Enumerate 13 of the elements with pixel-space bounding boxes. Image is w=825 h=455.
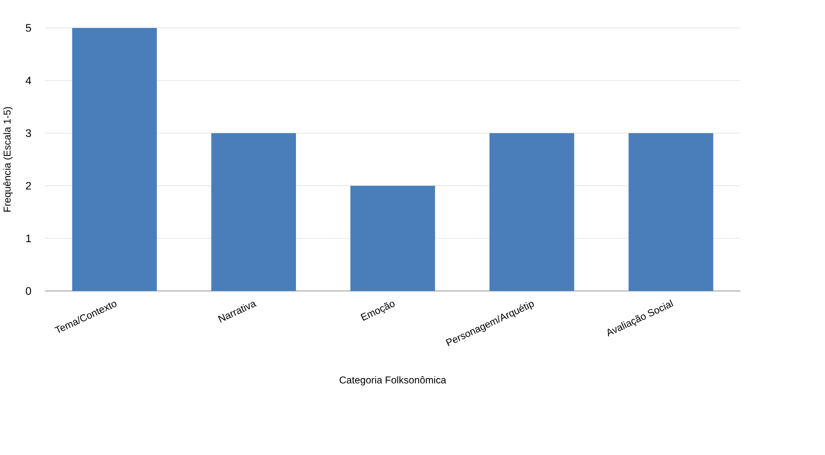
y-axis-title: Frequência (Escala 1-5) bbox=[3, 106, 13, 212]
bar bbox=[628, 132, 714, 291]
y-tick-label: 5 bbox=[26, 24, 32, 32]
x-axis-title: Categoria Folksonômica bbox=[340, 376, 446, 386]
y-tick-label: 4 bbox=[26, 76, 32, 84]
bar bbox=[211, 132, 296, 291]
y-tick-label: 0 bbox=[26, 286, 32, 295]
y-tick-label: 1 bbox=[26, 234, 31, 242]
bar bbox=[489, 132, 574, 291]
y-tick-label: 3 bbox=[26, 129, 31, 137]
bar bbox=[350, 186, 436, 291]
bar bbox=[72, 28, 157, 291]
y-tick-label: 2 bbox=[26, 182, 31, 190]
